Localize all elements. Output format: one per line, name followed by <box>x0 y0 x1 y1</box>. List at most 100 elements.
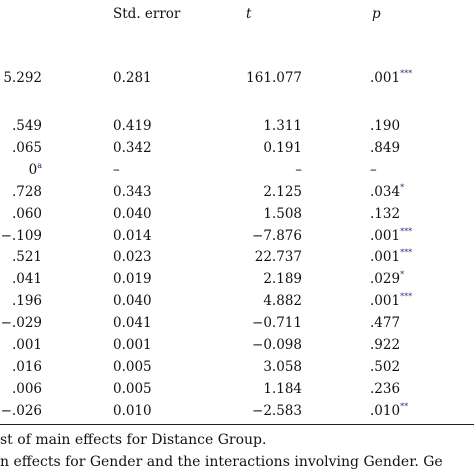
se-cell-text: 0.041 <box>113 315 152 332</box>
p-cell: .849 <box>370 140 400 156</box>
t-cell: 1.184 <box>263 381 302 397</box>
p-cell-text: .001 <box>370 293 401 310</box>
t-cell: −7.876 <box>252 228 302 244</box>
estimate-cell: .728 <box>12 184 42 200</box>
estimate-cell-text: .060 <box>11 205 42 222</box>
estimate-cell-text: .006 <box>11 380 42 397</box>
p-cell-text: .010 <box>370 402 401 419</box>
estimate-cell-text: .041 <box>11 271 42 288</box>
estimate-cell: .549 <box>12 118 42 134</box>
p-cell: .001*** <box>370 70 412 87</box>
p-cell: .001*** <box>370 226 413 244</box>
se-cell-text: 0.040 <box>113 205 152 222</box>
t-cell: −2.583 <box>252 403 302 419</box>
se-cell: 0.005 <box>113 381 152 397</box>
estimate-cell: −.026 <box>1 403 42 419</box>
t-cell: 2.189 <box>263 271 302 287</box>
estimate-cell-text: .065 <box>11 139 42 156</box>
estimate-cell: .196 <box>12 293 42 309</box>
estimate-cell: .060 <box>12 206 42 222</box>
p-cell-text: .034 <box>370 183 401 200</box>
estimate-cell: 5.292 <box>3 70 42 86</box>
p-cell-text: .502 <box>370 358 401 375</box>
estimate-cell-text: .728 <box>11 183 42 200</box>
se-cell-text: 0.010 <box>113 402 152 419</box>
se-cell-text: 0.005 <box>113 380 152 397</box>
footnote: st of main effects for Distance Group. <box>0 432 266 448</box>
t-cell-text: 3.058 <box>263 358 302 375</box>
t-cell: 161.077 <box>246 70 302 86</box>
estimate-cell-text: −.029 <box>0 315 42 332</box>
t-cell: 1.311 <box>263 118 302 134</box>
p-cell: .922 <box>370 337 400 353</box>
superscript: a <box>37 160 42 170</box>
superscript: *** <box>400 226 413 236</box>
header-cell-text: Std. error <box>113 6 181 22</box>
t-cell-text: 2.189 <box>263 271 302 288</box>
t-cell-text: 1.508 <box>263 205 302 222</box>
estimate-cell-text: .196 <box>11 293 42 310</box>
estimate-cell: .065 <box>12 140 42 156</box>
p-cell: .029* <box>370 271 404 288</box>
estimate-cell-text: .016 <box>11 358 42 375</box>
t-cell: 1.508 <box>263 206 302 222</box>
p-cell-text: .001 <box>370 227 401 244</box>
se-cell: 0.041 <box>113 315 152 331</box>
t-cell-text: 22.737 <box>254 249 302 266</box>
t-cell: −0.098 <box>252 337 302 353</box>
t-cell-text: 1.311 <box>263 118 302 134</box>
se-cell: 0.419 <box>113 118 152 134</box>
estimate-cell-text: .001 <box>11 337 42 353</box>
header-cell: Std. error <box>113 6 180 22</box>
se-cell-text: 0.281 <box>113 70 152 86</box>
t-cell-text: −7.876 <box>252 227 302 244</box>
se-cell: 0.010 <box>113 403 152 419</box>
se-cell: 0.281 <box>113 70 152 86</box>
footnote: n effects for Gender and the interaction… <box>0 454 443 470</box>
se-cell: 0.343 <box>113 184 152 200</box>
header-cell: p <box>372 6 381 22</box>
estimate-cell-text: 0 <box>28 161 38 178</box>
p-cell: .132 <box>370 206 400 222</box>
t-cell-text: 1.184 <box>263 380 302 397</box>
se-cell-text: 0.343 <box>113 183 152 200</box>
p-cell: .010** <box>370 401 409 419</box>
superscript: *** <box>400 292 413 302</box>
t-cell-text: – <box>295 161 302 178</box>
t-cell-text: 0.191 <box>263 139 302 156</box>
estimate-cell: 0a <box>28 160 42 178</box>
table-rule <box>0 424 474 425</box>
estimate-cell-text: 5.292 <box>3 70 42 86</box>
t-cell-text: 2.125 <box>263 183 302 200</box>
estimate-cell: −.109 <box>1 228 42 244</box>
se-cell: 0.040 <box>113 293 152 309</box>
p-cell-text: .190 <box>370 118 401 134</box>
estimate-cell: .041 <box>12 271 42 287</box>
t-cell-text: −0.711 <box>252 315 302 332</box>
p-cell-text: .236 <box>370 380 401 397</box>
header-cell-text: p <box>372 6 381 22</box>
t-cell: −0.711 <box>252 315 302 331</box>
se-cell-text: 0.023 <box>113 249 152 266</box>
se-cell-text: 0.001 <box>113 337 152 353</box>
se-cell: – <box>113 162 120 178</box>
superscript: ** <box>400 401 409 411</box>
footnote-text: n effects for Gender and the interaction… <box>0 454 443 470</box>
estimate-cell-text: −.109 <box>0 227 42 244</box>
estimate-cell: .006 <box>12 381 42 397</box>
se-cell: 0.342 <box>113 140 152 156</box>
se-cell: 0.023 <box>113 249 152 265</box>
t-cell-text: −2.583 <box>252 402 302 419</box>
se-cell: 0.040 <box>113 206 152 222</box>
estimate-cell-text: .549 <box>11 118 42 134</box>
p-cell-text: .029 <box>370 271 401 288</box>
superscript: *** <box>400 248 413 258</box>
se-cell-text: 0.019 <box>113 271 152 288</box>
t-cell: – <box>295 162 302 178</box>
t-cell-text: 161.077 <box>246 70 302 86</box>
t-cell: 2.125 <box>263 184 302 200</box>
estimate-cell: .001 <box>12 337 42 353</box>
t-cell: 3.058 <box>263 359 302 375</box>
estimate-cell: .521 <box>12 249 42 265</box>
